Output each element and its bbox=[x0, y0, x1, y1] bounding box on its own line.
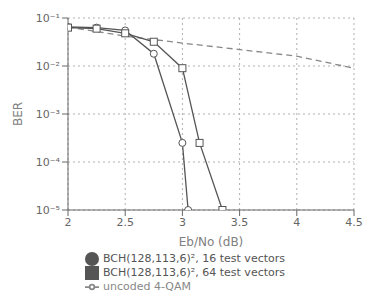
svg-text:3.5: 3.5 bbox=[231, 216, 249, 229]
html-text:uncoded 4-QAM: uncoded 4-QAM bbox=[103, 280, 191, 293]
svg-text:10⁻⁵: 10⁻⁵ bbox=[36, 204, 60, 217]
svg-text:10⁻¹: 10⁻¹ bbox=[36, 12, 60, 25]
svg-text:BER: BER bbox=[11, 102, 25, 126]
svg-text:4: 4 bbox=[293, 216, 300, 229]
svg-text:4.5: 4.5 bbox=[345, 216, 363, 229]
svg-text:10⁻⁴: 10⁻⁴ bbox=[36, 156, 61, 169]
svg-text:3: 3 bbox=[179, 216, 186, 229]
svg-text:2.5: 2.5 bbox=[116, 216, 134, 229]
svg-text:Eb/No (dB): Eb/No (dB) bbox=[179, 235, 244, 249]
html-text:BCH(128,113,6)², 64 test vecto: BCH(128,113,6)², 64 test vectors bbox=[103, 266, 285, 279]
html-text:BCH(128,113,6)², 16 test vecto: BCH(128,113,6)², 16 test vectors bbox=[103, 252, 285, 265]
svg-text:10⁻²: 10⁻² bbox=[36, 60, 60, 73]
svg-text:10⁻³: 10⁻³ bbox=[36, 108, 60, 121]
svg-text:2: 2 bbox=[65, 216, 72, 229]
